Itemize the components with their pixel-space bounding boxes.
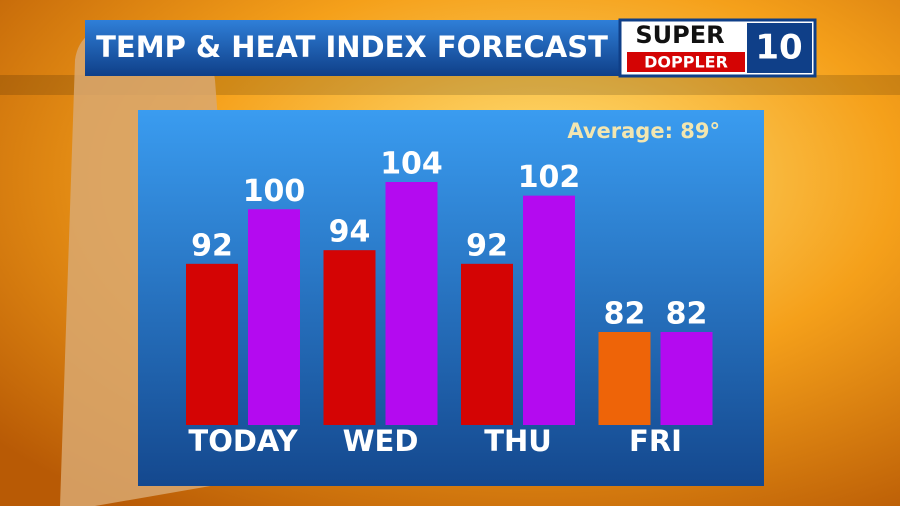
data-label: 82	[604, 297, 646, 332]
bar	[323, 250, 376, 425]
title-band	[85, 20, 620, 76]
bar	[248, 209, 300, 425]
bar	[186, 263, 238, 425]
bar	[660, 332, 713, 425]
shadow-strip	[0, 75, 900, 95]
data-label: 104	[380, 147, 443, 182]
x-tick-label: THU	[484, 424, 552, 458]
logo-blue	[747, 23, 812, 73]
bar	[523, 195, 575, 425]
data-label: 102	[518, 160, 581, 195]
logo-text: DOPPLER	[644, 53, 728, 72]
logo-text: SUPER	[635, 21, 724, 49]
data-label: 92	[191, 228, 233, 263]
chart-title: TEMP & HEAT INDEX FORECAST	[96, 30, 608, 64]
annotation: Average: 89°	[567, 119, 720, 143]
data-label: 82	[666, 297, 708, 332]
x-tick-label: WED	[343, 424, 419, 458]
data-label: 100	[243, 174, 306, 209]
bar	[461, 263, 513, 425]
data-label: 92	[466, 228, 508, 263]
bar	[385, 182, 438, 425]
x-tick-label: FRI	[629, 424, 682, 458]
data-label: 94	[329, 215, 371, 250]
logo-red	[627, 52, 745, 72]
bar	[598, 332, 651, 425]
logo-text: 10	[755, 28, 802, 68]
x-tick-label: TODAY	[188, 424, 298, 458]
chart-panel	[138, 110, 764, 486]
